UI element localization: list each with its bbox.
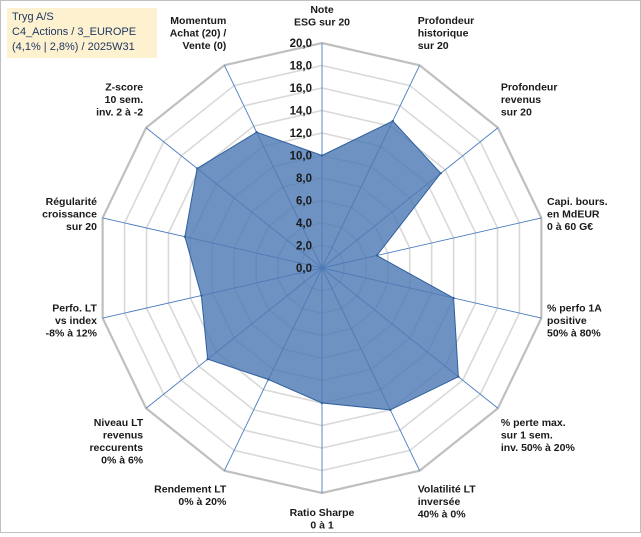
axis-label-line: sur 20 [418,40,449,52]
axis-label-line: Profondeur [501,81,558,93]
axis-label: Note ESG sur 20 [294,4,350,29]
data-point [320,401,324,405]
data-point [206,357,209,361]
axis-label-line: positive [547,315,587,327]
axis-label-line: % perfo 1A [547,302,602,314]
axis-label-line: Profondeur [418,15,475,27]
data-point [457,375,460,378]
axis-label: Momentum Achat (20) / Vente (0) [170,15,227,52]
tick-label: 4,0 [296,218,312,230]
info-line-category: C4_Actions / 3_EUROPE [12,26,137,38]
axis-label-line: reccurents [89,442,143,454]
axis-label-line: historique [418,28,469,40]
axis-label-line: 10 sem. [105,94,144,106]
axis-label-line: Perfo. LT [52,302,97,314]
axis-label-line: sur 1 sem. [501,430,553,442]
axis-label-line: revenus [103,430,143,442]
axis-label-line: Volatilité LT [418,483,477,495]
tick-label: 10,0 [290,151,312,163]
axis-label-line: 0% à 6% [101,455,144,467]
data-point [255,130,258,134]
axis-label-line: vs index [55,315,97,327]
data-point [195,167,199,170]
info-box: Tryg A/S C4_Actions / 3_EUROPE (4,1% | 2… [7,8,157,58]
tick-label: 20,0 [290,38,312,50]
axis-label-line: -8% à 12% [46,327,98,339]
axis-label-line: Note [310,4,333,16]
axis-label: Rendement LT 0% à 20% [154,483,227,508]
tick-label: 2,0 [296,241,312,253]
axis-label-line: Rendement LT [154,483,227,495]
axis-label: % perfo 1A positive 50% à 80% [547,302,602,339]
axis-label-line: Vente (0) [183,40,227,52]
axis-label-line: Régularité [46,196,98,208]
axis-label-line: Z-score [105,81,143,93]
data-point [389,408,392,412]
axis-label: Régularité croissance sur 20 [42,196,97,233]
axis-label-line: croissance [42,209,97,221]
data-point [439,172,442,175]
info-line-stats: (4,1% | 2,8%) / 2025W31 [12,41,135,53]
data-point [320,154,324,157]
data-point [183,235,187,238]
axis-label-line: ESG sur 20 [294,17,350,29]
axis-label: Capi. bours. en MdEUR 0 à 60 G€ [547,196,608,233]
tick-label: 12,0 [290,128,312,140]
axis-label-line: 0 à 60 G€ [547,221,593,233]
axis-label: Perfo. LT vs index -8% à 12% [46,302,98,339]
axis-label: Niveau LT revenus reccurents 0% à 6% [89,417,143,467]
axis-label: Volatilité LT inversée 40% à 0% [418,483,477,520]
axis-label-line: Capi. bours. [547,196,608,208]
axis-label: Profondeur revenus sur 20 [501,81,558,118]
axis-label-line: Achat (20) / [170,28,227,40]
axis-label-line: sur 20 [66,221,97,233]
data-point [391,119,394,123]
info-line-title: Tryg A/S [12,11,54,23]
axis-label-line: Ratio Sharpe [290,507,355,519]
axis-label-line: Momentum [170,15,226,27]
axis-label-line: 0 à 1 [310,520,334,532]
axis-label-line: revenus [501,94,541,106]
data-point [452,296,455,300]
tick-label: 18,0 [290,61,312,73]
axis-label-line: inv. 50% à 20% [501,442,576,454]
tick-label: 14,0 [290,106,312,118]
data-point [375,254,379,257]
axis-label-line: % perte max. [501,417,566,429]
tick-label: 6,0 [296,196,312,208]
axis-label: Z-score 10 sem. inv. 2 à -2 [96,81,143,118]
data-point [267,378,270,381]
axis-label-line: inversée [418,496,461,508]
tick-label: 8,0 [296,173,312,185]
data-area [184,120,459,411]
axis-label-line: en MdEUR [547,209,600,221]
data-point [200,294,203,297]
axis-label-line: 40% à 0% [418,508,467,520]
axis-label-line: inv. 2 à -2 [96,106,143,118]
tick-label: 0,0 [296,263,312,275]
axis-label: % perte max. sur 1 sem. inv. 50% à 20% [501,417,576,454]
axis-label: Ratio Sharpe 0 à 1 [290,507,355,532]
axis-label-line: Niveau LT [94,417,144,429]
axis-label-line: 0% à 20% [178,496,227,508]
axis-label-line: 50% à 80% [547,327,601,339]
tick-label: 16,0 [290,83,312,95]
axis-label-line: sur 20 [501,106,532,118]
axis-label: Profondeur historique sur 20 [418,15,475,52]
